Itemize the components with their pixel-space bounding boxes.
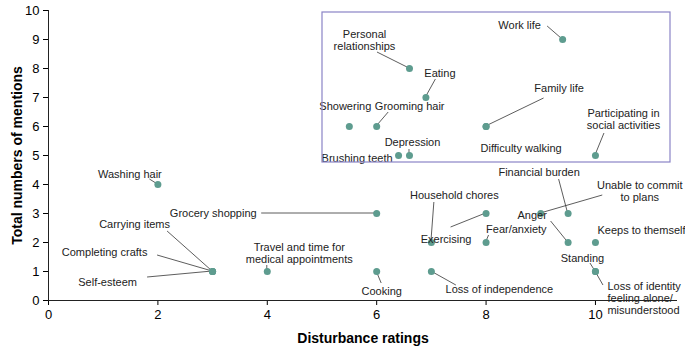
- svg-text:8: 8: [482, 307, 489, 322]
- svg-text:10: 10: [588, 307, 602, 322]
- svg-text:7: 7: [32, 90, 39, 105]
- svg-text:6: 6: [32, 119, 39, 134]
- svg-text:Self-esteem: Self-esteem: [78, 276, 137, 288]
- svg-text:3: 3: [32, 206, 39, 221]
- svg-text:2: 2: [154, 307, 161, 322]
- svg-text:Grocery shopping: Grocery shopping: [170, 207, 257, 219]
- svg-text:Disturbance ratings: Disturbance ratings: [297, 330, 429, 346]
- svg-text:5: 5: [32, 148, 39, 163]
- svg-text:2: 2: [32, 235, 39, 250]
- svg-text:Work life: Work life: [498, 19, 541, 31]
- svg-text:Total numbers of mentions: Total numbers of mentions: [9, 66, 25, 245]
- svg-text:Personalrelationships: Personalrelationships: [334, 28, 396, 52]
- svg-text:Carrying items: Carrying items: [99, 218, 170, 230]
- svg-text:Loss of identityfeeling alone/: Loss of identityfeeling alone/misunderst…: [607, 280, 681, 316]
- svg-text:8: 8: [32, 61, 39, 76]
- svg-text:Difficulty walking: Difficulty walking: [481, 142, 562, 154]
- svg-text:Standing: Standing: [561, 252, 604, 264]
- svg-text:Family life: Family life: [534, 82, 584, 94]
- svg-text:Anger: Anger: [517, 209, 547, 221]
- svg-text:Loss of independence: Loss of independence: [446, 283, 554, 295]
- svg-text:Travel and time formedical app: Travel and time formedical appointments: [246, 241, 354, 265]
- svg-text:4: 4: [264, 307, 271, 322]
- svg-text:0: 0: [32, 293, 39, 308]
- svg-text:Eating: Eating: [424, 67, 455, 79]
- svg-text:Financial burden: Financial burden: [498, 166, 579, 178]
- svg-text:9: 9: [32, 32, 39, 47]
- svg-text:Cooking: Cooking: [361, 285, 401, 297]
- svg-text:Participating insocial activit: Participating insocial activities: [587, 107, 661, 131]
- svg-text:4: 4: [32, 177, 39, 192]
- svg-text:Household chores: Household chores: [410, 189, 499, 201]
- svg-text:Keeps to themself: Keeps to themself: [597, 224, 685, 236]
- svg-text:Showering: Showering: [319, 100, 371, 112]
- svg-text:1: 1: [32, 264, 39, 279]
- svg-text:0: 0: [45, 307, 52, 322]
- svg-text:Brushing teeth: Brushing teeth: [321, 152, 393, 165]
- svg-text:Depression: Depression: [385, 136, 441, 148]
- svg-text:10: 10: [25, 3, 39, 18]
- svg-text:Fear/anxiety: Fear/anxiety: [486, 223, 547, 235]
- svg-text:Completing crafts: Completing crafts: [62, 246, 148, 258]
- svg-text:Unable to committo plans: Unable to committo plans: [597, 179, 683, 203]
- svg-text:Washing hair: Washing hair: [98, 168, 162, 180]
- svg-text:Grooming hair: Grooming hair: [375, 100, 445, 112]
- svg-text:6: 6: [373, 307, 380, 322]
- svg-text:Exercising: Exercising: [421, 233, 472, 245]
